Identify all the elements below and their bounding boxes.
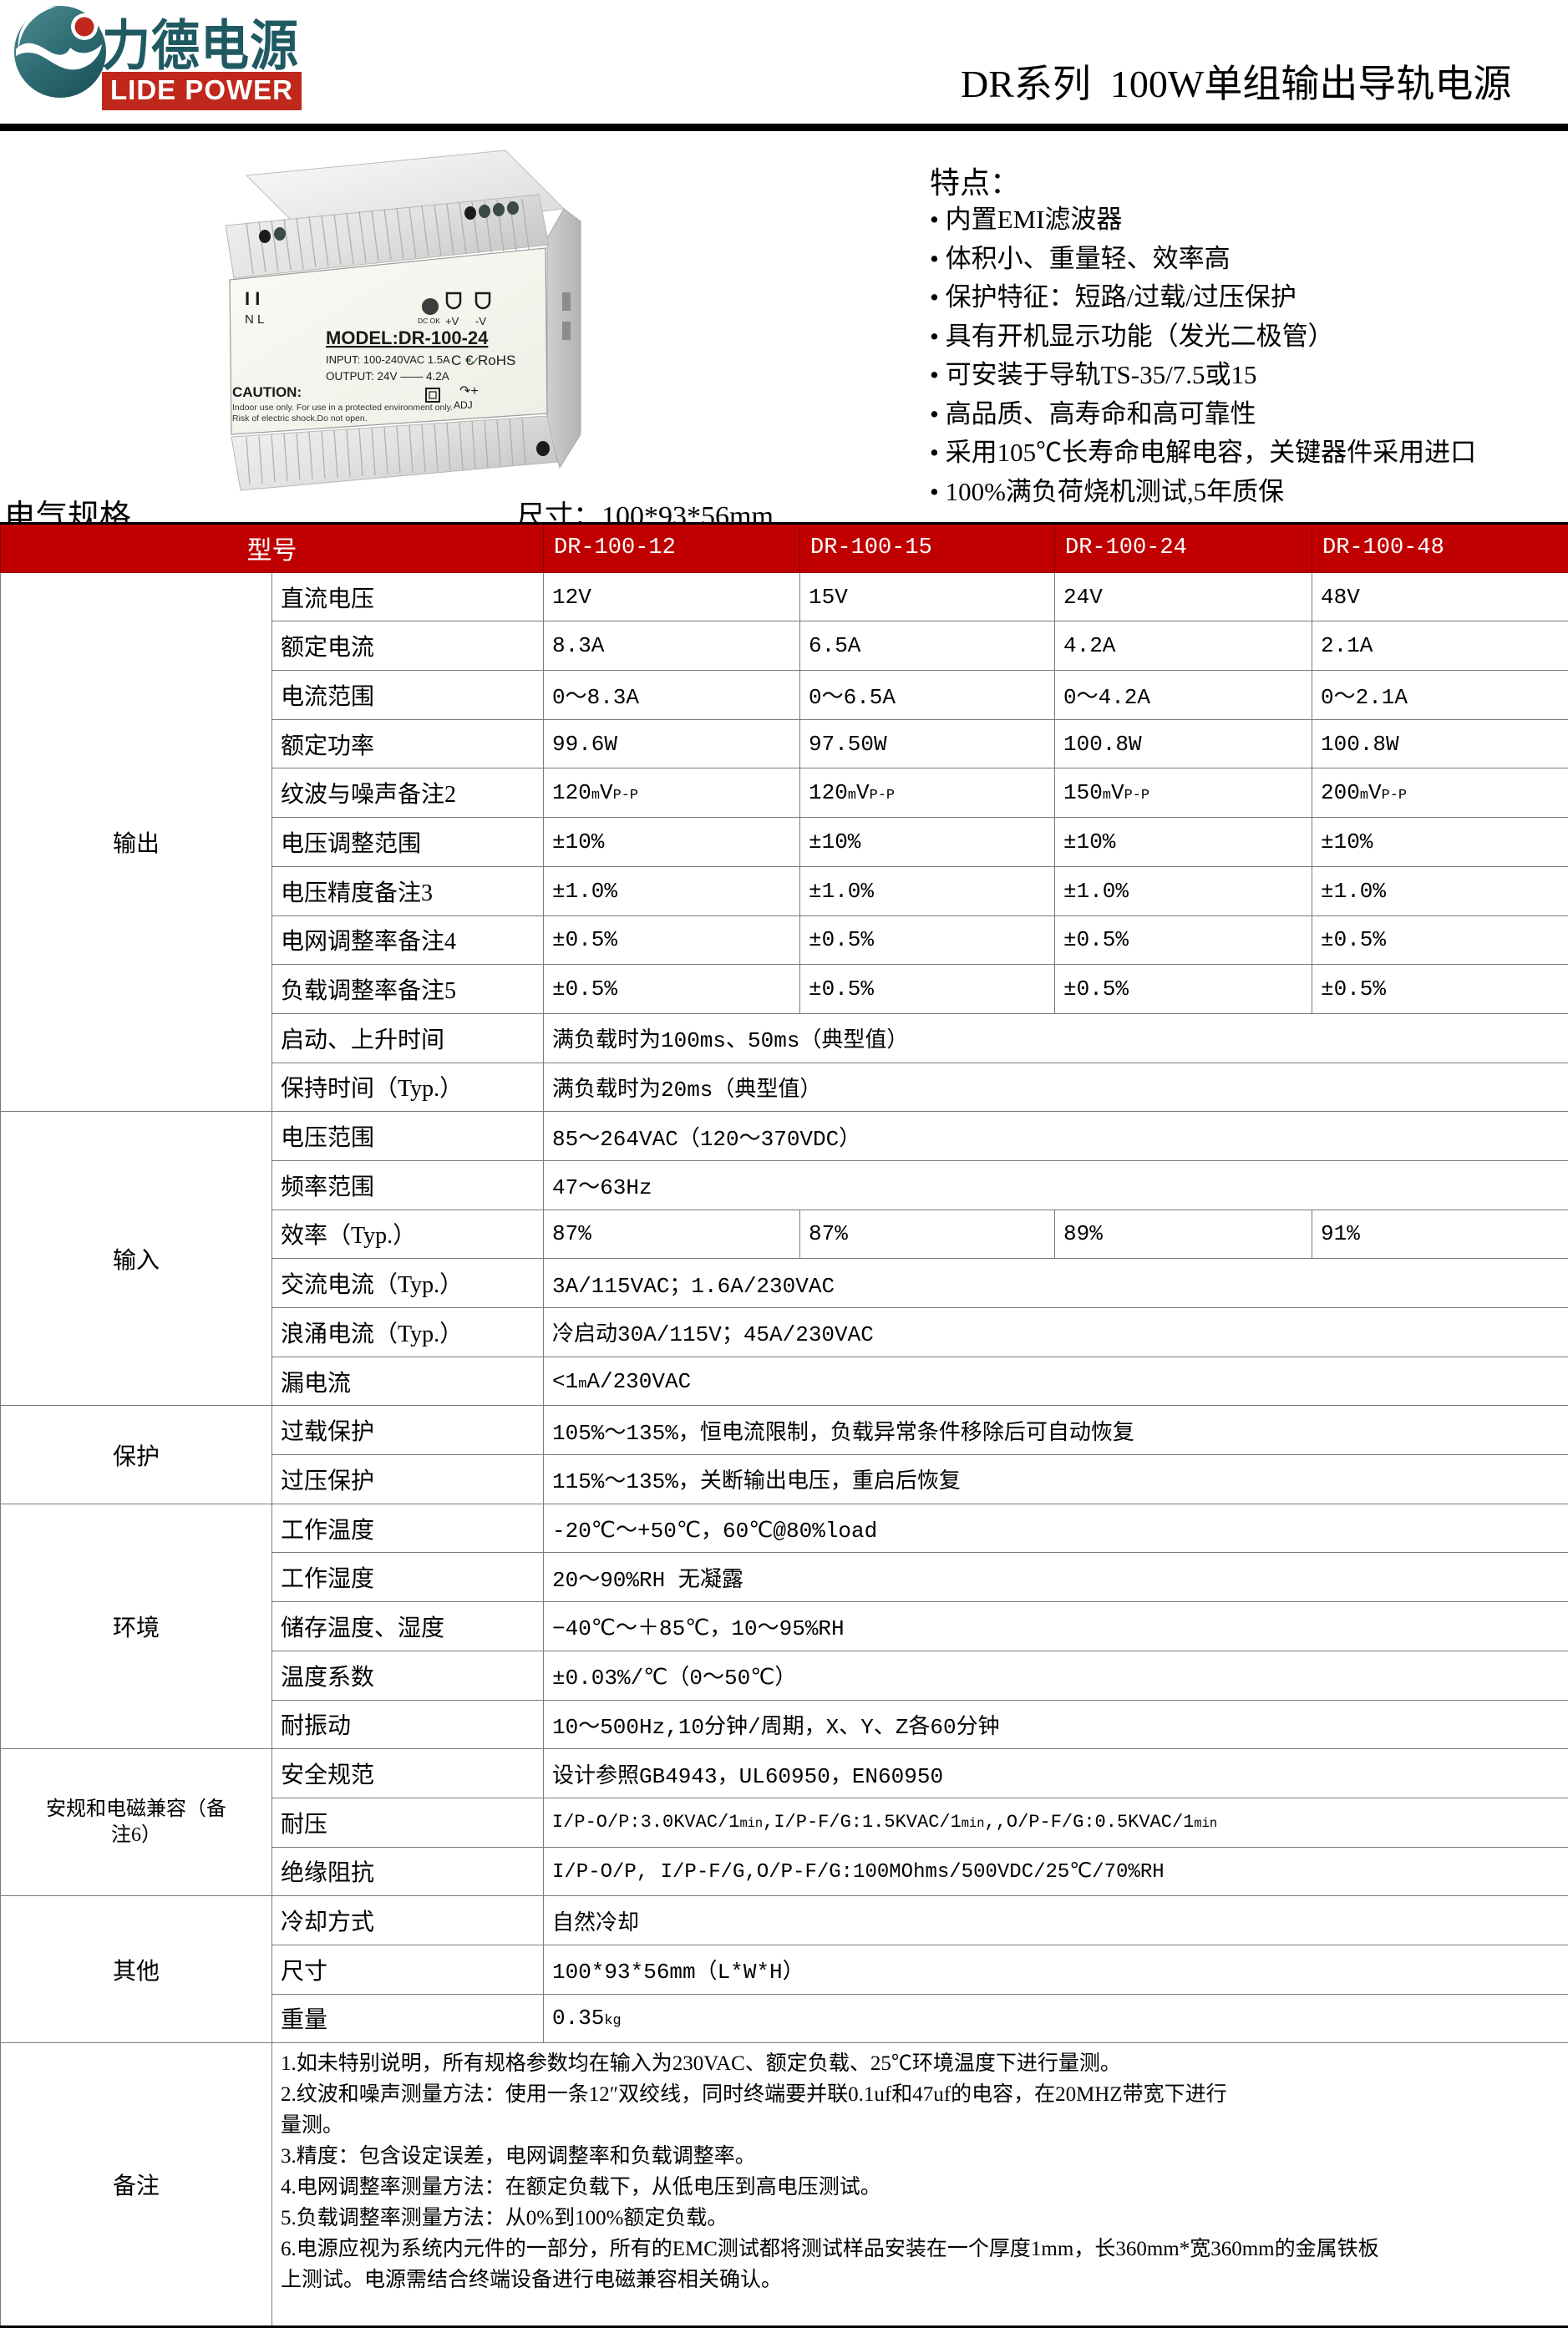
svg-text:+V: +V <box>445 315 459 327</box>
svg-text:Indoor use only. For use in a: Indoor use only. For use in a protected … <box>232 403 453 413</box>
svg-text:Risk of electric shock.Do not: Risk of electric shock.Do not open. <box>232 413 368 424</box>
svg-text:N L: N L <box>245 312 264 327</box>
svg-text:I I: I I <box>245 288 260 309</box>
svg-text:ADJ: ADJ <box>454 399 473 411</box>
svg-text:MODEL:DR-100-24: MODEL:DR-100-24 <box>326 327 489 348</box>
svg-text:CAUTION:: CAUTION: <box>232 384 302 400</box>
svg-text:-V: -V <box>475 315 486 327</box>
svg-text:DC OK: DC OK <box>418 317 440 325</box>
svg-text:↷+: ↷+ <box>459 384 479 398</box>
svg-text:OUTPUT: 24V ―― 4.2A: OUTPUT: 24V ―― 4.2A <box>326 370 449 383</box>
svg-text:RoHS: RoHS <box>478 352 515 368</box>
svg-text:INPUT: 100-240VAC 1.5A: INPUT: 100-240VAC 1.5A <box>326 353 450 366</box>
